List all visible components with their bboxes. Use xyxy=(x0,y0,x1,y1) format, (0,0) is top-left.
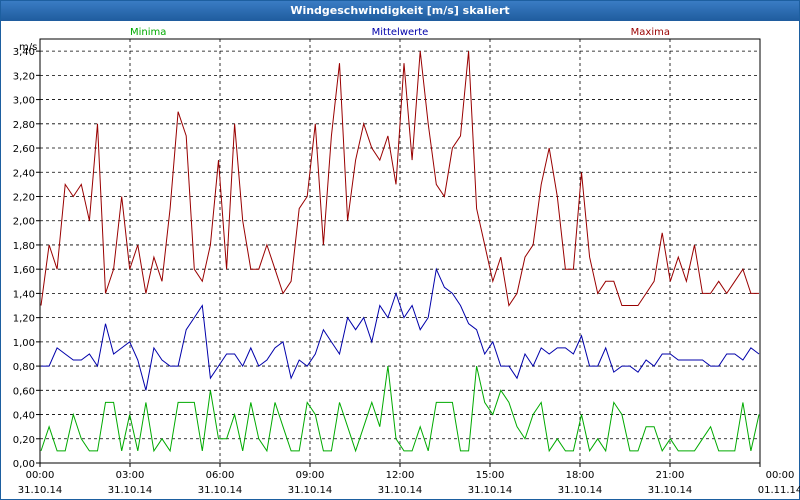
series-lines xyxy=(40,51,760,453)
x-tick-time: 21:00 xyxy=(656,470,685,481)
y-tick-label: 1,60 xyxy=(13,265,35,276)
x-tick-date: 31.10.14 xyxy=(108,485,153,496)
y-tick-label: 1,20 xyxy=(13,314,35,325)
x-tick-time: 00:00 xyxy=(766,470,795,481)
series-line-minima xyxy=(40,365,760,453)
y-tick-label: 2,20 xyxy=(13,192,35,203)
y-tick-label: 1,80 xyxy=(13,241,35,252)
y-tick-label: 0,20 xyxy=(13,435,35,446)
x-tick-time: 00:00 xyxy=(26,470,55,481)
y-axis-ticks: 0,00 0,20 0,40 0,60 0,80 1,00 1,20 1,40 1,60 1,80… xyxy=(13,47,40,470)
x-tick-date: 31.10.14 xyxy=(558,485,603,496)
y-tick-label: 0,00 xyxy=(13,459,35,470)
x-tick-time: 09:00 xyxy=(296,470,325,481)
x-tick-date: 31.10.14 xyxy=(648,485,693,496)
x-tick-time: 18:00 xyxy=(566,470,595,481)
x-tick-time: 06:00 xyxy=(206,470,235,481)
y-tick-label: 0,40 xyxy=(13,411,35,422)
chart-title: Windgeschwindigkeit [m/s] skaliert xyxy=(1,1,799,21)
legend-mittelwerte: Mittelwerte xyxy=(372,27,429,38)
legend-maxima: Maxima xyxy=(631,27,670,38)
y-tick-label: 2,80 xyxy=(13,120,35,131)
y-axis-label: m/s xyxy=(19,42,37,53)
y-tick-label: 2,40 xyxy=(13,168,35,179)
y-tick-label: 0,80 xyxy=(13,362,35,373)
x-tick-date: 01.11.14 xyxy=(758,485,800,496)
x-tick-time: 03:00 xyxy=(116,470,145,481)
x-axis-ticks: 00:00 31.10.14 03:00 31.10.14 06:00 31.10.14 0… xyxy=(18,463,800,496)
x-tick-date: 31.10.14 xyxy=(468,485,513,496)
x-tick-time: 15:00 xyxy=(476,470,505,481)
y-tick-label: 2,60 xyxy=(13,144,35,155)
legend: Minima Mittelwerte Maxima xyxy=(130,27,670,38)
y-tick-label: 0,60 xyxy=(13,386,35,397)
legend-minima: Minima xyxy=(130,27,166,38)
x-tick-date: 31.10.14 xyxy=(18,485,63,496)
series-line-maxima xyxy=(40,51,759,307)
y-tick-label: 3,20 xyxy=(13,71,35,82)
x-tick-date: 31.10.14 xyxy=(378,485,423,496)
y-tick-label: 3,40 xyxy=(13,47,35,58)
y-tick-label: 3,00 xyxy=(13,96,35,107)
x-tick-date: 31.10.14 xyxy=(198,485,243,496)
x-tick-time: 12:00 xyxy=(386,470,415,481)
series-line-mittelwerte xyxy=(41,267,760,391)
grid xyxy=(40,39,760,463)
y-tick-label: 1,00 xyxy=(13,338,35,349)
y-tick-label: 2,00 xyxy=(13,217,35,228)
y-tick-label: 1,40 xyxy=(13,289,35,300)
x-tick-date: 31.10.14 xyxy=(288,485,333,496)
